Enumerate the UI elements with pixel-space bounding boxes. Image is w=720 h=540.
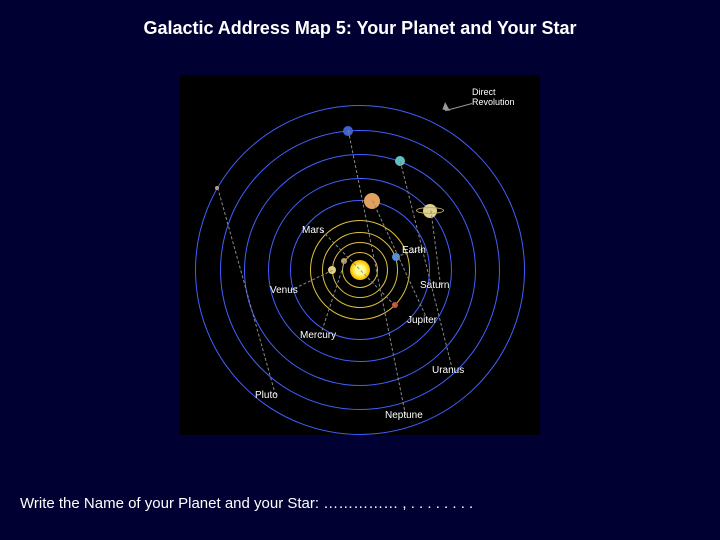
revolution-label: DirectRevolution bbox=[472, 87, 515, 107]
label-uranus: Uranus bbox=[432, 365, 464, 376]
label-pluto: Pluto bbox=[255, 390, 278, 401]
label-mercury: Mercury bbox=[300, 330, 336, 341]
solar-system-diagram: MercuryVenusEarthMarsJupiterSaturnUranus… bbox=[180, 75, 540, 435]
label-jupiter: Jupiter bbox=[407, 315, 437, 326]
footer-prompt: Write the Name of your Planet and your S… bbox=[20, 495, 473, 512]
label-neptune: Neptune bbox=[385, 410, 423, 421]
revolution-arrow-head bbox=[440, 102, 450, 114]
label-venus: Venus bbox=[270, 285, 298, 296]
page-title: Galactic Address Map 5: Your Planet and … bbox=[0, 0, 720, 39]
label-mars: Mars bbox=[302, 225, 324, 236]
label-saturn: Saturn bbox=[420, 280, 449, 291]
